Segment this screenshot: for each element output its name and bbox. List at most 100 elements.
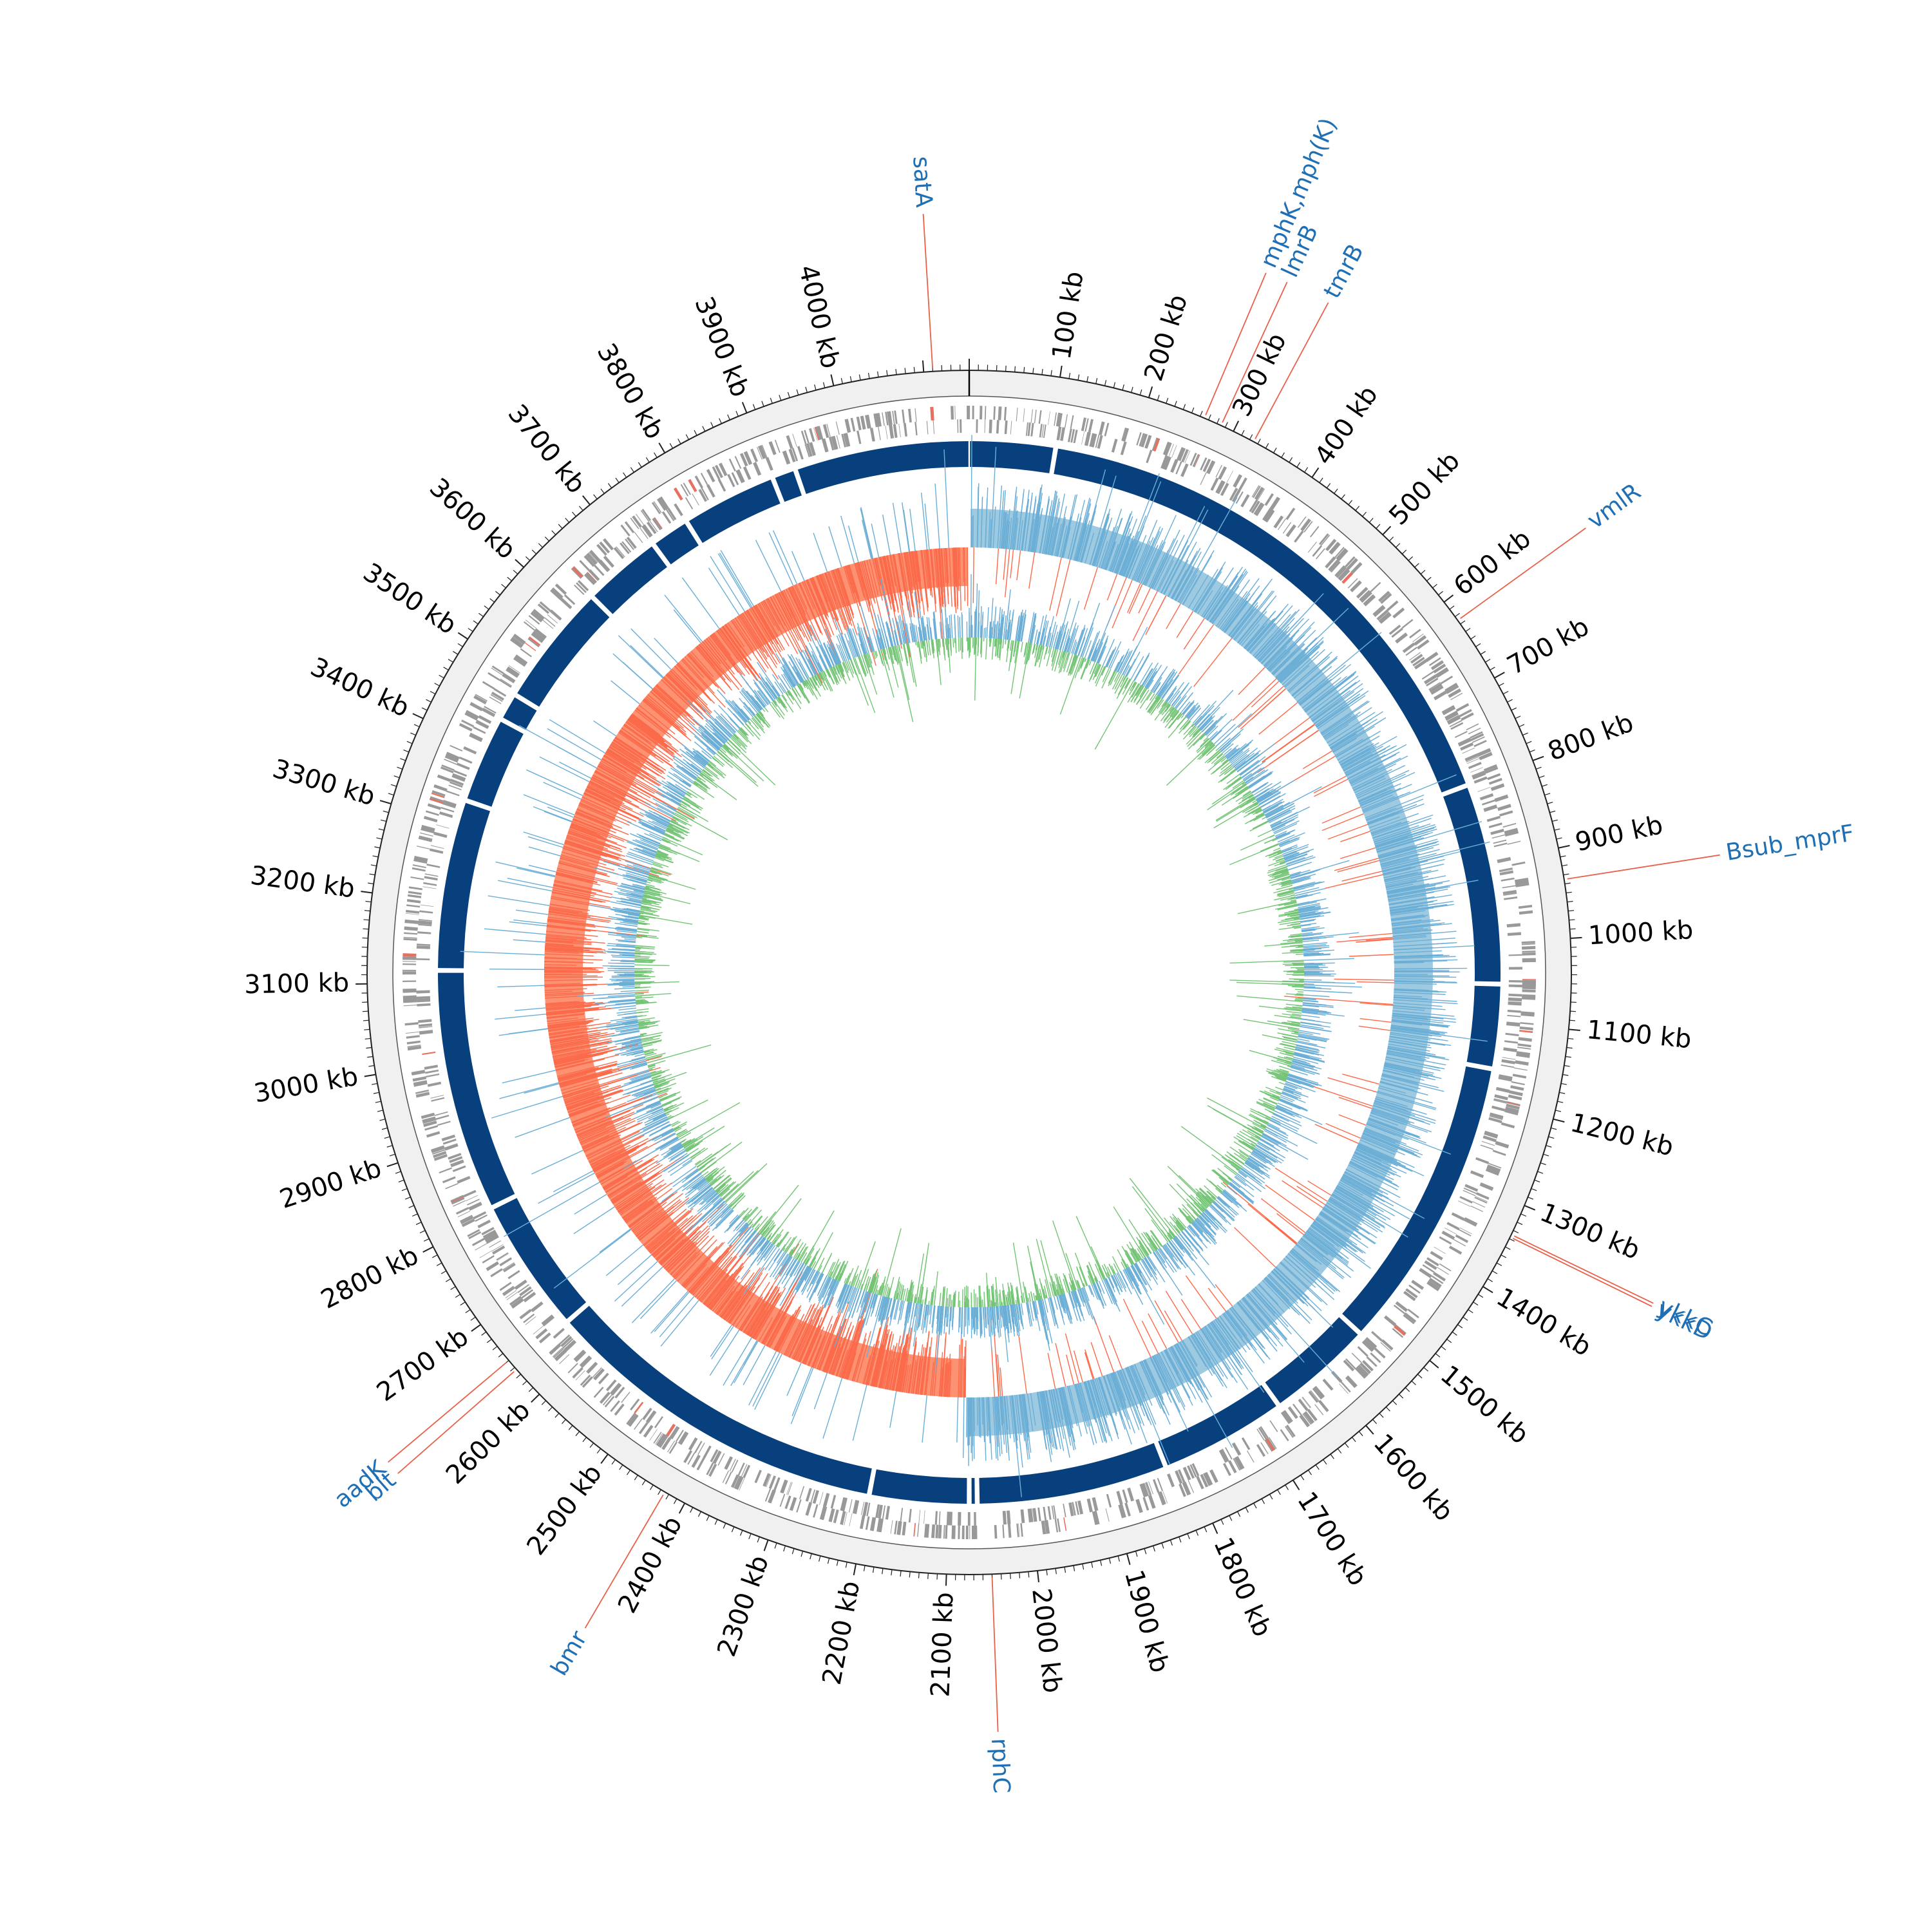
gene-mark bbox=[511, 636, 524, 647]
tick-mark bbox=[1319, 477, 1323, 483]
gene-mark bbox=[902, 409, 905, 424]
contig-block bbox=[871, 1469, 967, 1504]
gene-mark bbox=[1470, 1170, 1484, 1179]
gene-mark bbox=[766, 1474, 772, 1488]
gene-mark bbox=[437, 1121, 451, 1126]
tick-mark bbox=[1547, 802, 1553, 804]
tick-mark bbox=[1292, 1479, 1300, 1491]
gene-mark bbox=[1463, 1218, 1477, 1227]
gc-skew-spike bbox=[551, 1039, 599, 1049]
gene-mark bbox=[1501, 1059, 1515, 1065]
tick-mark bbox=[1365, 1425, 1374, 1435]
tick-mark bbox=[453, 650, 459, 655]
tick-mark bbox=[1420, 570, 1426, 574]
gene-mark bbox=[1464, 1184, 1479, 1192]
gene-mark bbox=[484, 1231, 497, 1238]
gene-mark bbox=[774, 439, 781, 453]
gene-mark bbox=[1256, 1444, 1265, 1457]
gene-mark bbox=[914, 408, 917, 422]
gc-skew-spike bbox=[709, 1329, 740, 1376]
gene-mark bbox=[433, 1153, 448, 1161]
tick-mark bbox=[1398, 1394, 1404, 1399]
gene-mark bbox=[1285, 1426, 1294, 1438]
gene-mark bbox=[490, 694, 503, 702]
gc-skew-spike bbox=[1358, 1144, 1401, 1164]
gene-mark bbox=[442, 801, 457, 809]
gene-mark bbox=[415, 1089, 430, 1094]
gc-skew-spike bbox=[1291, 666, 1326, 696]
gene-mark bbox=[420, 904, 434, 907]
gene-mark bbox=[688, 478, 697, 493]
gene-mark bbox=[418, 1019, 432, 1023]
gene-mark bbox=[1231, 1442, 1242, 1456]
gene-mark bbox=[1336, 567, 1347, 578]
gene-mark bbox=[731, 472, 739, 486]
tick-mark bbox=[836, 1560, 838, 1566]
gc-skew-spike bbox=[1128, 583, 1143, 614]
gc-skew-spike bbox=[1307, 676, 1359, 715]
gene-mark bbox=[735, 469, 744, 484]
gene-mark bbox=[424, 1065, 439, 1070]
gene-mark bbox=[1430, 685, 1444, 695]
gene-mark bbox=[1282, 522, 1292, 534]
gene-mark bbox=[1520, 1022, 1534, 1025]
tick-mark bbox=[654, 452, 658, 458]
gene-mark bbox=[1043, 424, 1046, 439]
gc-skew-spike bbox=[1257, 730, 1319, 773]
gc-skew-spike bbox=[810, 578, 835, 636]
gc-skew-spike bbox=[1248, 1292, 1278, 1325]
gc-skew-spike bbox=[1390, 1026, 1445, 1034]
gc-skew-spike bbox=[1359, 1018, 1392, 1023]
gene-mark bbox=[1176, 447, 1184, 460]
gene-mark bbox=[1450, 692, 1463, 700]
gc-skew-spike bbox=[696, 1256, 733, 1300]
tick-mark bbox=[492, 1346, 498, 1350]
gc-skew-spike bbox=[885, 1359, 893, 1390]
gc-skew-spike bbox=[600, 760, 665, 798]
gc-skew-spike bbox=[1012, 510, 1018, 550]
gene-mark bbox=[1187, 1465, 1194, 1479]
gc-skew-spike bbox=[1374, 1101, 1436, 1121]
tick-mark bbox=[424, 1238, 430, 1242]
gc-skew-spike bbox=[612, 741, 663, 775]
gene-mark bbox=[661, 1437, 671, 1450]
gene-mark bbox=[431, 790, 446, 797]
gene-mark bbox=[423, 1121, 437, 1128]
gc-skew-spike bbox=[1133, 540, 1151, 581]
tick-mark bbox=[1446, 1338, 1452, 1343]
gene-mark bbox=[450, 744, 463, 752]
gc-skew-spike bbox=[931, 1334, 938, 1396]
gene-mark bbox=[1492, 1150, 1506, 1156]
tick-mark bbox=[800, 1551, 804, 1557]
gc-skew-spike bbox=[658, 1239, 684, 1264]
gc-skew-spike bbox=[571, 824, 601, 836]
gene-mark bbox=[459, 1215, 473, 1222]
gc-skew-spike bbox=[1322, 711, 1361, 737]
gc-skew-spike bbox=[559, 1068, 620, 1086]
gene-mark bbox=[841, 433, 846, 448]
gene-mark bbox=[421, 825, 435, 832]
gc-skew-spike bbox=[589, 781, 626, 800]
gene-mark bbox=[515, 654, 528, 665]
gene-mark bbox=[715, 464, 723, 478]
gc-skew-spike bbox=[610, 1182, 638, 1201]
gc-skew-spike bbox=[1179, 567, 1200, 603]
tick-mark bbox=[1558, 845, 1570, 849]
gc-skew-spike bbox=[618, 635, 663, 679]
gc-skew-spike bbox=[1356, 1148, 1382, 1161]
gc-skew-spike bbox=[830, 570, 851, 625]
gene-mark bbox=[1440, 676, 1454, 685]
gc-skew-spike bbox=[1373, 1103, 1436, 1124]
gene-mark bbox=[1411, 1280, 1425, 1291]
gene-mark bbox=[1428, 682, 1441, 690]
tick-mark bbox=[410, 732, 416, 736]
tick-mark bbox=[858, 374, 861, 381]
gene-mark bbox=[1517, 1043, 1531, 1046]
gc-skew-spike bbox=[1090, 1379, 1102, 1414]
gene-mark bbox=[1238, 477, 1247, 491]
tick-mark bbox=[1224, 422, 1228, 428]
gene-mark bbox=[1482, 1135, 1497, 1142]
gc-skew-spike bbox=[1388, 889, 1448, 900]
gene-mark bbox=[976, 419, 978, 433]
gc-skew-spike bbox=[1392, 929, 1431, 934]
